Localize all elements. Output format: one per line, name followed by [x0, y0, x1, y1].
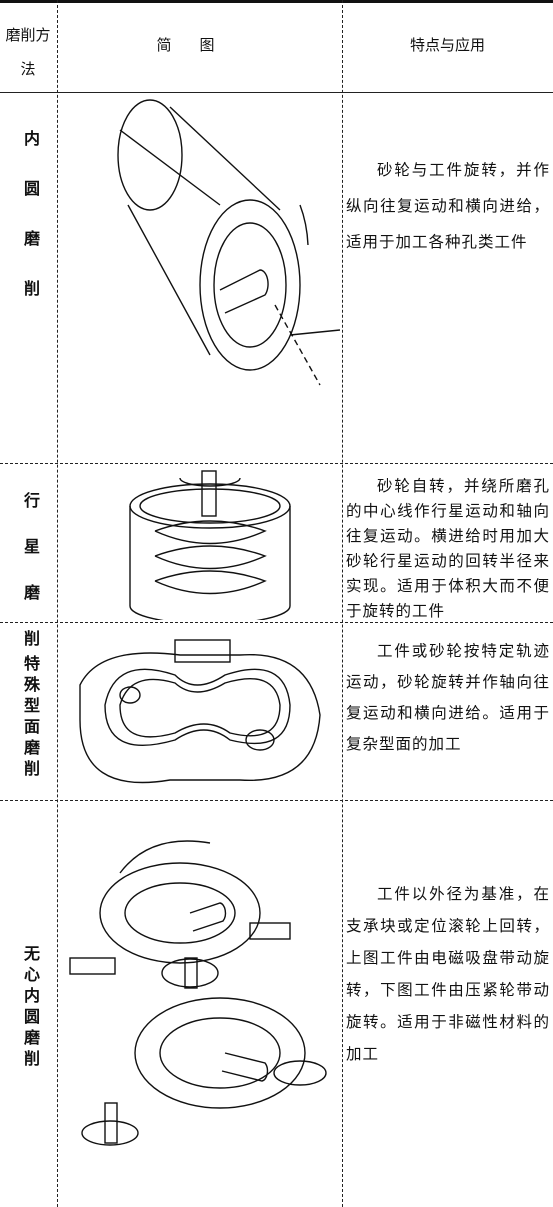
description: 工件以外径为基准，在支承块或定位滚轮上回转，上图工件由电磁吸盘带动旋转，下图工件… [346, 885, 550, 1063]
diagram-planetary [129, 470, 291, 620]
header-cell: 特点与应用 [409, 36, 485, 54]
diagram-profile [79, 639, 321, 784]
diagram-centerless [69, 840, 327, 1146]
column-line [57, 0, 58, 1207]
row-line [0, 463, 553, 464]
header-cell: 磨削方法 [5, 26, 51, 78]
top-rule [0, 0, 553, 3]
diagram-internal [117, 99, 340, 386]
method-label: 行星磨削 [21, 492, 40, 676]
row-line [0, 800, 553, 801]
description: 砂轮自转，并绕所磨孔的中心线作行星运动和轴向往复运动。横进给时用加大砂轮行星运动… [346, 477, 550, 620]
method-label: 无心内圆磨削 [21, 945, 40, 1071]
column-line [342, 0, 343, 1207]
description: 工件或砂轮按特定轨迹运动，砂轮旋转并作轴向往复运动和横向进给。适用于复杂型面的加… [346, 642, 550, 753]
row-line [0, 92, 553, 93]
description: 砂轮与工件旋转，并作纵向往复运动和横向进给，适用于加工各种孔类工件 [346, 161, 550, 251]
header-cell: 简图 [156, 36, 243, 54]
method-label: 特殊型面磨削 [21, 655, 40, 781]
row-line [0, 622, 553, 623]
method-label: 内圆磨削 [21, 130, 40, 330]
